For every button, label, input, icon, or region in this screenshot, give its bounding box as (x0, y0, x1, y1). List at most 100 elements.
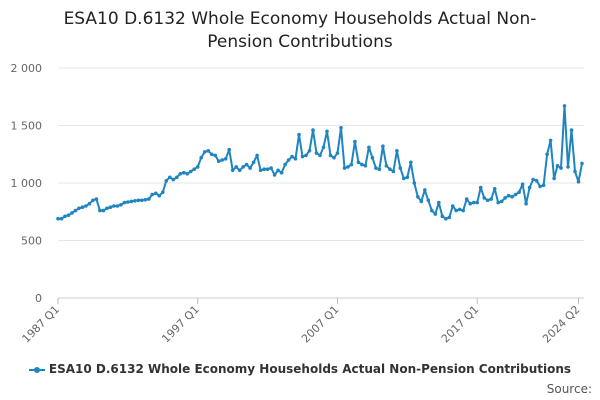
data-point[interactable] (161, 190, 165, 194)
data-point[interactable] (115, 204, 120, 208)
data-point[interactable] (342, 166, 347, 170)
data-point[interactable] (419, 199, 424, 204)
data-point[interactable] (164, 178, 169, 183)
data-point[interactable] (80, 205, 85, 209)
data-point[interactable] (209, 152, 214, 157)
data-point[interactable] (325, 129, 329, 134)
data-point[interactable] (314, 151, 319, 155)
data-point[interactable] (220, 158, 224, 162)
data-point[interactable] (437, 200, 441, 205)
data-point[interactable] (237, 168, 242, 173)
data-point[interactable] (230, 168, 235, 173)
data-point[interactable] (346, 165, 350, 169)
data-point[interactable] (468, 201, 473, 206)
data-point[interactable] (534, 178, 539, 183)
data-point[interactable] (157, 193, 162, 198)
data-point[interactable] (304, 153, 308, 158)
data-point[interactable] (258, 168, 263, 173)
data-point[interactable] (77, 206, 81, 211)
data-point[interactable] (381, 144, 385, 148)
data-point[interactable] (332, 155, 336, 160)
data-point[interactable] (349, 162, 354, 167)
data-point[interactable] (566, 165, 570, 169)
data-point[interactable] (489, 197, 494, 201)
data-point[interactable] (276, 168, 280, 173)
data-point[interactable] (213, 153, 217, 158)
data-point[interactable] (499, 199, 504, 204)
data-point[interactable] (66, 213, 71, 217)
data-point[interactable] (353, 139, 357, 144)
data-point[interactable] (454, 208, 459, 213)
data-point[interactable] (457, 207, 462, 212)
data-point[interactable] (447, 215, 452, 220)
data-point[interactable] (576, 180, 581, 184)
data-point[interactable] (241, 165, 245, 169)
data-point[interactable] (84, 204, 88, 208)
data-point[interactable] (119, 203, 123, 207)
data-point[interactable] (517, 190, 521, 194)
data-point[interactable] (199, 155, 203, 160)
data-point[interactable] (143, 197, 148, 202)
data-point[interactable] (286, 158, 291, 162)
data-point[interactable] (416, 195, 420, 199)
data-point[interactable] (168, 175, 172, 180)
data-point[interactable] (129, 199, 134, 204)
data-point[interactable] (307, 149, 312, 153)
data-point[interactable] (216, 159, 221, 163)
data-point[interactable] (527, 185, 532, 190)
data-point[interactable] (423, 188, 427, 192)
data-point[interactable] (255, 153, 259, 158)
data-point[interactable] (87, 201, 92, 206)
data-point[interactable] (188, 169, 193, 174)
data-point[interactable] (335, 151, 340, 155)
data-point[interactable] (559, 166, 563, 170)
data-point[interactable] (126, 200, 130, 204)
data-point[interactable] (506, 193, 511, 198)
data-point[interactable] (552, 176, 556, 181)
legend[interactable]: ESA10 D.6132 Whole Economy Households Ac… (0, 362, 600, 376)
data-point[interactable] (524, 201, 528, 206)
data-point[interactable] (98, 208, 102, 213)
data-point[interactable] (545, 152, 549, 157)
data-point[interactable] (262, 167, 266, 171)
data-point[interactable] (395, 149, 399, 153)
data-point[interactable] (182, 170, 186, 175)
data-point[interactable] (440, 214, 445, 219)
data-point[interactable] (63, 214, 67, 219)
data-point[interactable] (133, 199, 137, 203)
data-point[interactable] (548, 138, 553, 143)
data-point[interactable] (409, 160, 413, 165)
data-point[interactable] (569, 128, 574, 132)
data-point[interactable] (464, 197, 469, 201)
data-point[interactable] (531, 177, 535, 182)
data-point[interactable] (251, 160, 256, 165)
data-point[interactable] (101, 208, 106, 213)
data-point[interactable] (154, 191, 158, 196)
data-point[interactable] (562, 104, 567, 108)
data-point[interactable] (70, 211, 74, 215)
data-point[interactable] (478, 185, 483, 190)
data-point[interactable] (391, 169, 396, 174)
data-point[interactable] (412, 181, 417, 185)
data-point[interactable] (363, 164, 368, 168)
data-point[interactable] (73, 208, 78, 213)
data-point[interactable] (426, 198, 431, 203)
data-point[interactable] (223, 157, 228, 161)
data-point[interactable] (430, 208, 434, 213)
data-point[interactable] (206, 149, 210, 153)
data-point[interactable] (140, 198, 144, 203)
data-point[interactable] (356, 160, 361, 165)
data-point[interactable] (538, 184, 542, 189)
data-point[interactable] (202, 150, 207, 154)
data-point[interactable] (112, 204, 116, 208)
data-point[interactable] (370, 155, 375, 160)
data-point[interactable] (402, 176, 406, 181)
data-point[interactable] (272, 173, 277, 177)
data-point[interactable] (94, 197, 99, 201)
data-point[interactable] (520, 182, 525, 186)
data-point[interactable] (485, 198, 490, 203)
data-point[interactable] (444, 216, 448, 221)
data-point[interactable] (56, 216, 60, 221)
data-point[interactable] (178, 172, 183, 176)
data-point[interactable] (122, 200, 127, 205)
